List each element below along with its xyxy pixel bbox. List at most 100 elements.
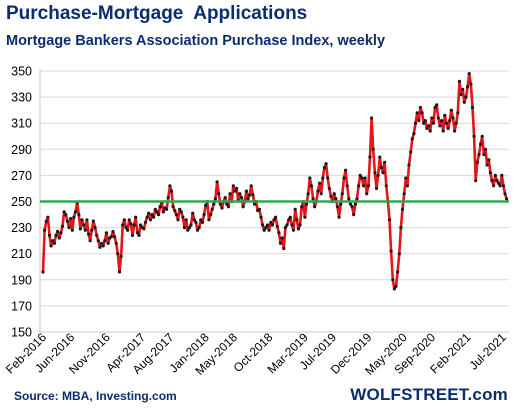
data-point xyxy=(80,218,84,222)
data-point xyxy=(379,166,383,170)
data-point xyxy=(345,184,349,188)
data-point xyxy=(371,147,375,151)
data-point xyxy=(327,186,331,190)
data-point xyxy=(90,228,94,232)
data-point xyxy=(396,270,400,274)
data-point xyxy=(117,270,122,274)
data-point xyxy=(495,179,499,183)
data-point xyxy=(47,233,52,237)
data-point xyxy=(438,124,442,128)
data-point xyxy=(143,220,148,224)
data-point xyxy=(453,129,457,133)
data-point xyxy=(378,155,382,159)
data-point xyxy=(155,210,159,214)
data-point xyxy=(365,192,369,196)
data-point xyxy=(355,197,359,201)
data-point xyxy=(166,196,170,200)
y-tick-label: 350 xyxy=(11,65,32,79)
watermark: WOLFSTREET.com xyxy=(350,385,508,404)
data-point xyxy=(98,245,102,249)
data-point xyxy=(436,116,440,120)
data-point xyxy=(158,205,162,209)
data-point xyxy=(233,189,237,193)
chart-subtitle: Mortgage Bankers Association Purchase In… xyxy=(6,33,386,49)
data-point xyxy=(238,192,242,196)
data-point xyxy=(394,284,398,288)
data-point xyxy=(130,233,135,237)
data-point xyxy=(184,218,188,222)
data-point xyxy=(65,219,69,223)
data-point xyxy=(472,134,476,138)
data-point xyxy=(493,173,497,177)
data-point xyxy=(106,241,110,245)
data-point xyxy=(62,210,66,214)
data-point xyxy=(387,218,392,222)
data-point xyxy=(121,223,125,227)
data-point xyxy=(156,213,161,217)
data-point xyxy=(124,226,128,230)
data-point xyxy=(176,218,180,222)
data-point xyxy=(496,181,501,185)
data-point xyxy=(139,223,143,227)
y-axis: 150 170 190 210 230 250 270 290 310 330 350 xyxy=(11,65,41,340)
data-point xyxy=(357,184,361,188)
data-point xyxy=(111,229,115,234)
data-point xyxy=(487,158,491,162)
data-point xyxy=(444,121,449,125)
data-point xyxy=(344,168,348,172)
data-point xyxy=(288,215,292,219)
data-point xyxy=(423,119,427,123)
data-point xyxy=(353,202,357,206)
data-point xyxy=(316,189,320,193)
data-point xyxy=(381,171,385,175)
data-point xyxy=(321,176,325,180)
data-point xyxy=(72,215,76,219)
chart-title: Purchase-Mortgage Applications xyxy=(6,3,308,24)
data-point xyxy=(360,176,364,180)
data-point xyxy=(43,228,47,232)
data-point xyxy=(274,215,278,219)
data-point xyxy=(200,220,204,224)
data-point xyxy=(409,150,413,154)
data-point xyxy=(197,226,201,230)
data-point xyxy=(293,207,297,211)
data-point xyxy=(475,160,479,164)
data-point xyxy=(417,119,421,123)
data-point xyxy=(213,197,217,201)
data-point xyxy=(278,241,283,245)
data-point xyxy=(248,193,252,197)
data-point xyxy=(168,184,172,188)
data-point xyxy=(391,278,395,282)
data-point xyxy=(60,224,65,228)
data-point xyxy=(246,197,250,201)
data-point xyxy=(324,162,328,166)
data-point xyxy=(389,249,393,253)
data-point xyxy=(252,202,257,206)
data-point xyxy=(318,181,322,185)
data-point xyxy=(340,192,344,196)
data-point xyxy=(410,137,414,141)
data-point xyxy=(477,152,481,157)
data-point xyxy=(503,192,507,196)
data-point xyxy=(59,231,63,235)
data-point xyxy=(413,121,418,125)
y-tick-label: 230 xyxy=(11,221,32,235)
data-point xyxy=(171,205,175,209)
data-point xyxy=(399,226,403,230)
data-point xyxy=(220,206,224,210)
y-tick-label: 250 xyxy=(11,195,32,209)
data-point xyxy=(498,184,502,188)
data-point xyxy=(352,213,356,217)
data-point xyxy=(223,196,227,200)
data-point xyxy=(202,213,206,217)
data-point xyxy=(490,179,494,183)
data-point xyxy=(335,205,340,209)
data-point xyxy=(456,111,460,115)
data-point xyxy=(295,218,299,222)
data-point xyxy=(296,227,300,231)
data-point xyxy=(464,95,468,99)
data-point xyxy=(228,192,232,196)
data-point xyxy=(418,105,422,110)
data-point xyxy=(443,113,447,117)
data-point xyxy=(212,202,216,206)
